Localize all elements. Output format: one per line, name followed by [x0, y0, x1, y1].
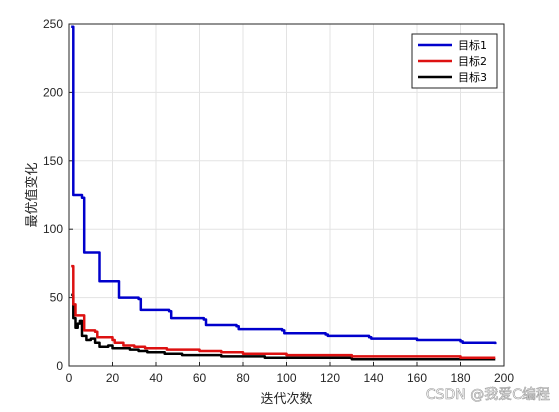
series-line-目标1 — [71, 25, 497, 345]
legend-label: 目标3 — [458, 70, 487, 84]
series-lines — [71, 25, 497, 361]
x-tick-label: 200 — [494, 371, 514, 385]
series-line-目标2 — [71, 264, 496, 360]
legend-label: 目标1 — [458, 38, 487, 52]
y-tick-label: 250 — [43, 17, 63, 31]
y-axis-title: 最优值变化 — [24, 162, 40, 227]
watermark-text: CSDN @我爱C编程 — [426, 387, 550, 403]
legend-box — [411, 33, 498, 89]
x-tick-label: 40 — [149, 371, 163, 385]
x-tick-label: 140 — [363, 371, 383, 385]
legend: 目标1 目标2 目标3 — [411, 33, 498, 89]
x-tick-label: 100 — [276, 371, 296, 385]
x-tick-label: 120 — [320, 371, 340, 385]
x-tick-label: 180 — [450, 371, 470, 385]
x-tick-label: 60 — [193, 371, 207, 385]
legend-label: 目标2 — [458, 54, 487, 68]
x-tick-label: 160 — [407, 371, 427, 385]
y-tick-label: 50 — [50, 291, 64, 305]
series-line-目标3 — [71, 293, 496, 361]
y-tick-label: 0 — [56, 359, 63, 373]
x-tick-label: 20 — [106, 371, 120, 385]
axis-ticks: 0 20 40 60 80 100 120 140 160 180 200 0 50 100 150 200 2… — [43, 17, 514, 385]
x-axis-title: 迭代次数 — [260, 391, 312, 407]
y-tick-label: 150 — [43, 154, 63, 168]
y-tick-label: 100 — [43, 222, 63, 236]
x-tick-label: 0 — [66, 371, 73, 385]
y-tick-label: 200 — [43, 85, 63, 99]
x-tick-label: 80 — [236, 371, 250, 385]
